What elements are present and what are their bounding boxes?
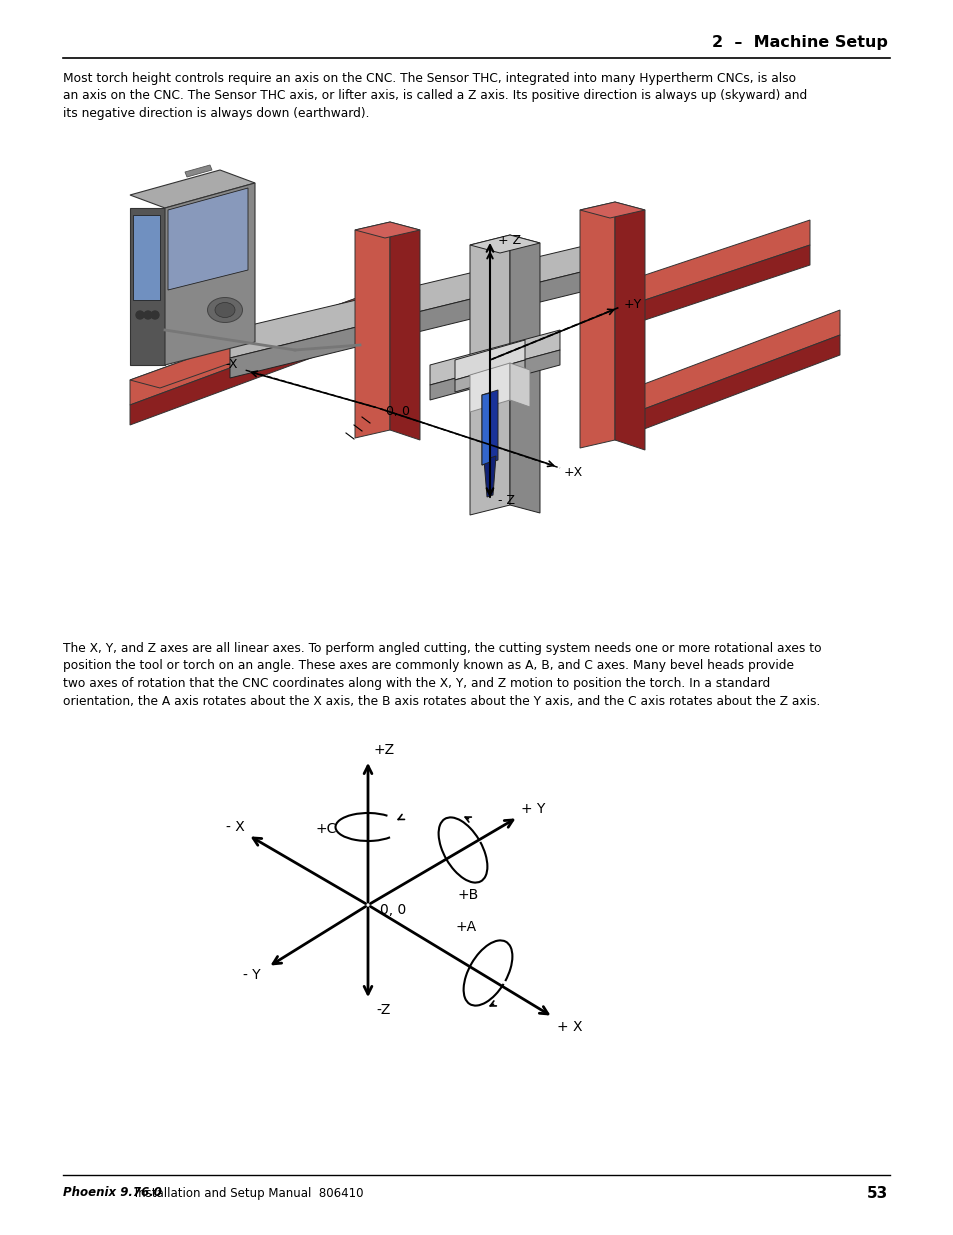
Circle shape bbox=[151, 311, 159, 319]
Polygon shape bbox=[430, 330, 559, 385]
Polygon shape bbox=[579, 203, 644, 219]
Polygon shape bbox=[165, 183, 254, 366]
Text: 0, 0: 0, 0 bbox=[379, 903, 406, 918]
Polygon shape bbox=[390, 222, 419, 440]
Polygon shape bbox=[355, 222, 419, 238]
Text: 2  –  Machine Setup: 2 – Machine Setup bbox=[711, 35, 887, 49]
Polygon shape bbox=[130, 295, 395, 388]
Polygon shape bbox=[470, 235, 510, 515]
Ellipse shape bbox=[208, 298, 242, 322]
Text: +B: +B bbox=[456, 888, 478, 902]
Polygon shape bbox=[481, 390, 497, 466]
Ellipse shape bbox=[214, 303, 234, 317]
Polygon shape bbox=[615, 335, 840, 440]
Text: + Y: + Y bbox=[520, 802, 544, 816]
Text: 0, 0: 0, 0 bbox=[386, 405, 410, 417]
Polygon shape bbox=[130, 207, 165, 366]
Text: + X: + X bbox=[557, 1020, 582, 1034]
Text: +A: +A bbox=[455, 920, 476, 934]
Polygon shape bbox=[230, 261, 629, 378]
Polygon shape bbox=[355, 222, 390, 438]
Polygon shape bbox=[470, 235, 539, 253]
Polygon shape bbox=[579, 203, 615, 448]
Polygon shape bbox=[130, 317, 365, 425]
Text: + Z: + Z bbox=[497, 233, 520, 247]
Polygon shape bbox=[455, 340, 524, 380]
Polygon shape bbox=[132, 215, 160, 300]
Text: - Y: - Y bbox=[243, 968, 260, 982]
Polygon shape bbox=[185, 165, 212, 177]
Polygon shape bbox=[483, 456, 496, 496]
Text: -X: -X bbox=[225, 357, 237, 370]
Polygon shape bbox=[510, 235, 539, 513]
Text: -Z: -Z bbox=[376, 1003, 391, 1016]
Polygon shape bbox=[615, 310, 840, 420]
Text: +X: +X bbox=[563, 467, 582, 479]
Polygon shape bbox=[130, 170, 254, 207]
Polygon shape bbox=[455, 359, 524, 391]
Text: Installation and Setup Manual  806410: Installation and Setup Manual 806410 bbox=[131, 1187, 363, 1199]
Text: The X, Y, and Z axes are all linear axes. To perform angled cutting, the cutting: The X, Y, and Z axes are all linear axes… bbox=[63, 642, 821, 708]
Polygon shape bbox=[481, 393, 490, 466]
Polygon shape bbox=[168, 188, 248, 290]
Polygon shape bbox=[130, 295, 365, 405]
Circle shape bbox=[136, 311, 144, 319]
Text: +C: +C bbox=[315, 823, 336, 836]
Polygon shape bbox=[615, 203, 644, 450]
Circle shape bbox=[144, 311, 152, 319]
Polygon shape bbox=[510, 363, 530, 408]
Polygon shape bbox=[230, 235, 629, 358]
Text: Phoenix 9.76.0: Phoenix 9.76.0 bbox=[63, 1187, 162, 1199]
Polygon shape bbox=[615, 245, 809, 330]
Text: 53: 53 bbox=[866, 1186, 887, 1200]
Polygon shape bbox=[470, 363, 510, 412]
Text: Most torch height controls require an axis on the CNC. The Sensor THC, integrate: Most torch height controls require an ax… bbox=[63, 72, 806, 120]
Text: - X: - X bbox=[226, 820, 244, 834]
Text: +Z: +Z bbox=[373, 743, 395, 757]
Polygon shape bbox=[430, 350, 559, 400]
Polygon shape bbox=[615, 220, 809, 310]
Text: +Y: +Y bbox=[623, 299, 641, 311]
Text: - Z: - Z bbox=[497, 494, 515, 506]
